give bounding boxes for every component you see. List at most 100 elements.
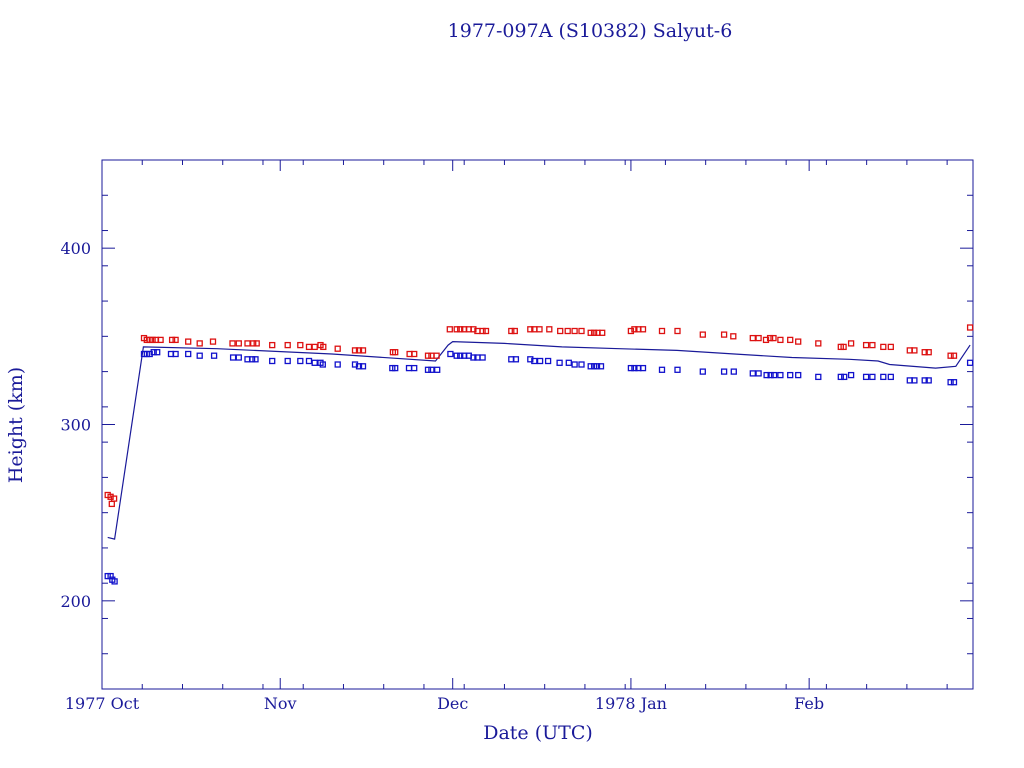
perigee-point bbox=[319, 361, 326, 368]
perigee-point bbox=[770, 371, 778, 379]
perigee-point bbox=[631, 364, 638, 372]
apogee-point bbox=[627, 327, 635, 335]
perigee-point bbox=[428, 366, 435, 373]
y-tick-label: 400 bbox=[60, 239, 91, 258]
apogee-point bbox=[869, 341, 876, 349]
apogee-point bbox=[453, 326, 460, 333]
x-tick-label: 1977 Oct bbox=[65, 694, 140, 713]
apogee-point bbox=[699, 331, 706, 338]
apogee-point bbox=[172, 336, 179, 344]
perigee-point bbox=[921, 377, 928, 384]
apogee-point bbox=[966, 324, 974, 331]
perigee-point bbox=[527, 356, 534, 363]
perigee-point bbox=[457, 352, 464, 359]
perigee-point bbox=[334, 361, 341, 368]
perigee-point bbox=[453, 352, 460, 359]
apogee-point bbox=[311, 343, 318, 351]
perigee-point bbox=[297, 357, 304, 365]
perigee-point bbox=[587, 363, 594, 370]
apogee-point bbox=[787, 336, 794, 344]
y-axis-label: Height (km) bbox=[5, 367, 27, 483]
perigee-point bbox=[720, 368, 728, 375]
perigee-point bbox=[359, 363, 367, 370]
apogee-point bbox=[755, 334, 762, 342]
perigee-point bbox=[763, 371, 770, 379]
apogee-point bbox=[196, 340, 203, 347]
apogee-point bbox=[546, 326, 553, 333]
perigee-point bbox=[795, 371, 802, 379]
perigee-point bbox=[536, 357, 544, 365]
apogee-point bbox=[887, 343, 894, 351]
apogee-point bbox=[351, 347, 359, 354]
apogee-series bbox=[104, 324, 974, 508]
chart-title: 1977-097A (S10382) Salyut-6 bbox=[448, 20, 733, 42]
perigee-point bbox=[405, 364, 413, 372]
apogee-point bbox=[433, 352, 440, 359]
apogee-point bbox=[334, 345, 341, 352]
apogee-point bbox=[269, 341, 276, 349]
apogee-point bbox=[571, 327, 578, 335]
perigee-point bbox=[447, 350, 454, 358]
apogee-point bbox=[107, 493, 114, 500]
perigee-point bbox=[411, 364, 418, 372]
apogee-point bbox=[730, 333, 737, 340]
perigee-point bbox=[777, 371, 784, 379]
perigee-point bbox=[107, 572, 114, 580]
perigee-point bbox=[470, 354, 477, 361]
perigee-point bbox=[531, 357, 538, 365]
apogee-point bbox=[470, 326, 477, 333]
apogee-point bbox=[244, 340, 251, 347]
apogee-point bbox=[305, 343, 313, 351]
perigee-point bbox=[311, 359, 318, 366]
apogee-point bbox=[777, 336, 784, 344]
perigee-point bbox=[887, 373, 894, 381]
apogee-point bbox=[840, 343, 847, 351]
apogee-point bbox=[359, 347, 367, 354]
apogee-point bbox=[880, 343, 887, 351]
perigee-point bbox=[185, 350, 192, 358]
apogee-point bbox=[536, 326, 543, 333]
mean-height-line bbox=[107, 340, 971, 540]
perigee-point bbox=[248, 356, 256, 363]
apogee-point bbox=[446, 326, 453, 333]
y-tick-label: 200 bbox=[60, 592, 91, 611]
perigee-point bbox=[862, 373, 870, 381]
apogee-point bbox=[209, 338, 217, 345]
apogee-point bbox=[411, 350, 418, 358]
apogee-point bbox=[947, 352, 954, 359]
mean-height-series bbox=[107, 340, 971, 540]
perigee-point bbox=[284, 357, 291, 365]
apogee-point bbox=[862, 341, 870, 349]
apogee-point bbox=[424, 352, 432, 359]
perigee-point bbox=[947, 379, 954, 386]
apogee-point bbox=[762, 336, 770, 344]
perigee-point bbox=[730, 368, 737, 375]
perigee-point bbox=[229, 354, 237, 361]
perigee-point bbox=[154, 349, 161, 356]
apogee-point bbox=[527, 326, 534, 333]
apogee-point bbox=[564, 327, 571, 335]
apogee-point bbox=[631, 326, 638, 333]
y-axis: 200 300 400 bbox=[60, 159, 973, 690]
apogee-point bbox=[674, 327, 681, 335]
perigee-point bbox=[674, 366, 681, 373]
perigee-point bbox=[434, 366, 441, 373]
plot-frame bbox=[101, 159, 974, 690]
x-tick-label: Dec bbox=[437, 694, 468, 713]
perigee-point bbox=[172, 350, 179, 358]
perigee-point bbox=[837, 373, 844, 381]
apogee-point bbox=[149, 336, 156, 344]
perigee-point bbox=[699, 368, 706, 375]
x-tick-label: Nov bbox=[264, 694, 297, 713]
perigee-point bbox=[950, 379, 958, 386]
perigee-point bbox=[749, 370, 756, 377]
perigee-point bbox=[512, 356, 520, 363]
apogee-point bbox=[770, 334, 777, 342]
apogee-point bbox=[590, 329, 598, 336]
apogee-point bbox=[795, 338, 802, 345]
perigee-point bbox=[252, 356, 259, 363]
perigee-point bbox=[196, 352, 203, 359]
apogee-point bbox=[253, 340, 260, 347]
apogee-point bbox=[847, 340, 855, 347]
